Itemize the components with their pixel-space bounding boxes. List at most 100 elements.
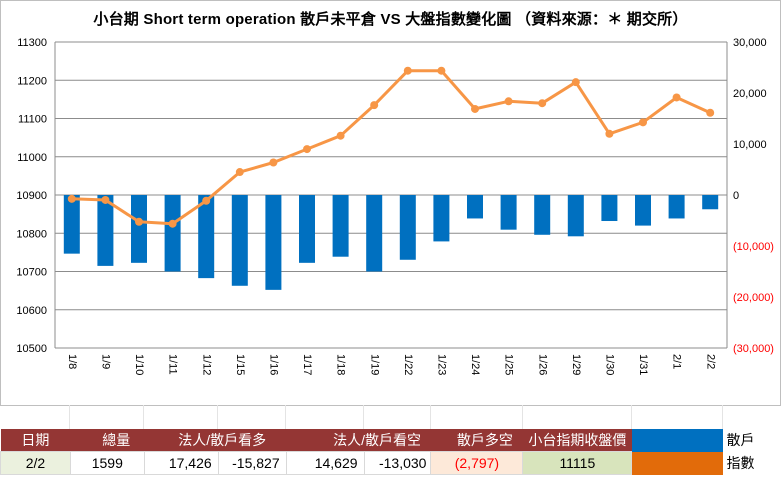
cell-long-inst: 17,426 [143,451,219,475]
header-retail-net: 散戶多空 [430,429,523,452]
bar-retail [635,195,651,226]
point-index [571,78,580,87]
header-total: 總量 [70,429,145,452]
x-tick-label: 1/15 [234,354,246,375]
point-index [706,108,715,117]
left-axis-ticks: 10500 10600 10700 10800 10900 11000 11100 11200… [16,37,47,355]
point-index [538,99,547,108]
x-tick-label: 1/9 [99,354,111,369]
bar-retail [534,195,551,235]
bar-retail [399,195,416,260]
cell-close: 11115 [522,451,633,475]
left-tick-label: 11200 [17,75,47,87]
point-index [471,104,479,113]
point-index [639,118,647,127]
x-tick-label: 2/1 [671,354,683,369]
left-tick-label: 10800 [16,228,47,240]
chart-title: 小台期 Short term operation 散戶未平倉 VS 大盤指數變化… [93,11,688,28]
bar-retail [97,195,114,266]
left-tick-label: 10500 [16,343,47,355]
bar-retail [567,195,584,237]
bar-retail [467,195,483,219]
legend-swatch-index [631,451,723,475]
x-tick-label: 1/23 [435,354,447,375]
point-index [202,196,211,205]
legend-label-index: 指數 [722,451,781,475]
x-tick-label: 1/12 [200,354,212,375]
cell-retail-net: (2,797) [430,451,524,475]
right-tick-label: (10,000) [733,241,774,253]
bar-retail [265,195,282,290]
left-tick-label: 10600 [16,305,47,317]
spreadsheet-blank-row [0,405,781,429]
summary-header-row: 日期 總量 法人/散戶看多 法人/散戶看空 散戶多空 小台指期收盤價 散戶 [0,429,781,452]
bar-retail [332,195,349,257]
point-index [67,194,76,203]
point-index [370,101,379,110]
cell-short-retail: -13,030 [363,451,432,475]
right-axis-ticks: (30,000) (20,000) (10,000) 0 10,000 20,000 30,… [733,37,774,355]
x-tick-label: 1/19 [368,354,380,375]
x-tick-label: 1/24 [469,354,481,375]
x-tick-label: 1/29 [570,354,582,375]
x-tick-label: 1/25 [503,354,515,375]
point-index [672,93,681,102]
x-tick-label: 1/8 [66,354,78,369]
bar-retail [500,195,517,230]
x-tick-label: 1/26 [536,354,548,375]
retail-bars [63,195,719,290]
left-tick-label: 10900 [16,190,47,202]
header-date: 日期 [0,429,71,452]
point-index [504,97,513,106]
bar-retail [299,195,315,263]
bar-retail [433,195,450,242]
x-tick-label: 1/31 [637,354,649,375]
index-line [67,66,715,228]
header-close: 小台指期收盤價 [522,429,632,452]
point-index [403,66,412,75]
point-index [437,66,446,75]
left-tick-label: 11100 [18,114,47,126]
left-tick-label: 11300 [17,37,47,49]
right-tick-label: (30,000) [733,343,774,355]
bar-retail [702,195,719,210]
x-tick-label: 1/11 [167,354,179,375]
legend-label-retail: 散戶 [722,429,781,452]
x-tick-label: 1/17 [301,354,313,375]
point-index [269,158,278,167]
header-long: 法人/散戶看多 [144,429,287,452]
x-tick-label: 2/2 [704,354,716,369]
right-tick-label: 30,000 [733,37,767,49]
right-tick-label: (20,000) [733,292,774,304]
bar-retail [231,195,248,286]
bar-retail [131,195,147,263]
summary-value-row: 2/2 1599 17,426 -15,827 14,629 -13,030 (… [0,451,781,475]
summary-table: 日期 總量 法人/散戶看多 法人/散戶看空 散戶多空 小台指期收盤價 散戶 2/… [0,429,781,475]
bar-retail [668,195,685,219]
bar-retail [198,195,215,279]
cell-total: 1599 [69,451,145,475]
point-index [168,219,177,228]
point-index [605,129,614,138]
cell-date: 2/2 [0,451,71,475]
x-tick-label: 1/10 [133,354,145,375]
point-index [336,131,345,140]
bar-retail [63,195,80,254]
line-index [71,69,711,226]
point-index [235,168,244,177]
point-index [101,195,110,204]
x-tick-label: 1/30 [603,354,615,375]
right-tick-label: 10,000 [733,139,767,151]
right-tick-label: 0 [733,190,739,202]
left-tick-label: 11000 [17,152,47,164]
header-short: 法人/散戶看空 [286,429,431,452]
x-axis-ticks: 1/8 1/9 1/10 1/11 1/12 1/15 1/16 1/17 1/18 1/19 1/… [66,354,716,375]
bar-retail [601,195,618,222]
cell-short-inst: 14,629 [285,451,365,475]
x-tick-label: 1/16 [267,354,279,375]
bar-retail [366,195,383,272]
legend-swatch-retail [631,429,723,452]
right-tick-label: 20,000 [733,88,767,100]
point-index [135,217,143,226]
cell-long-retail: -15,827 [217,451,287,475]
